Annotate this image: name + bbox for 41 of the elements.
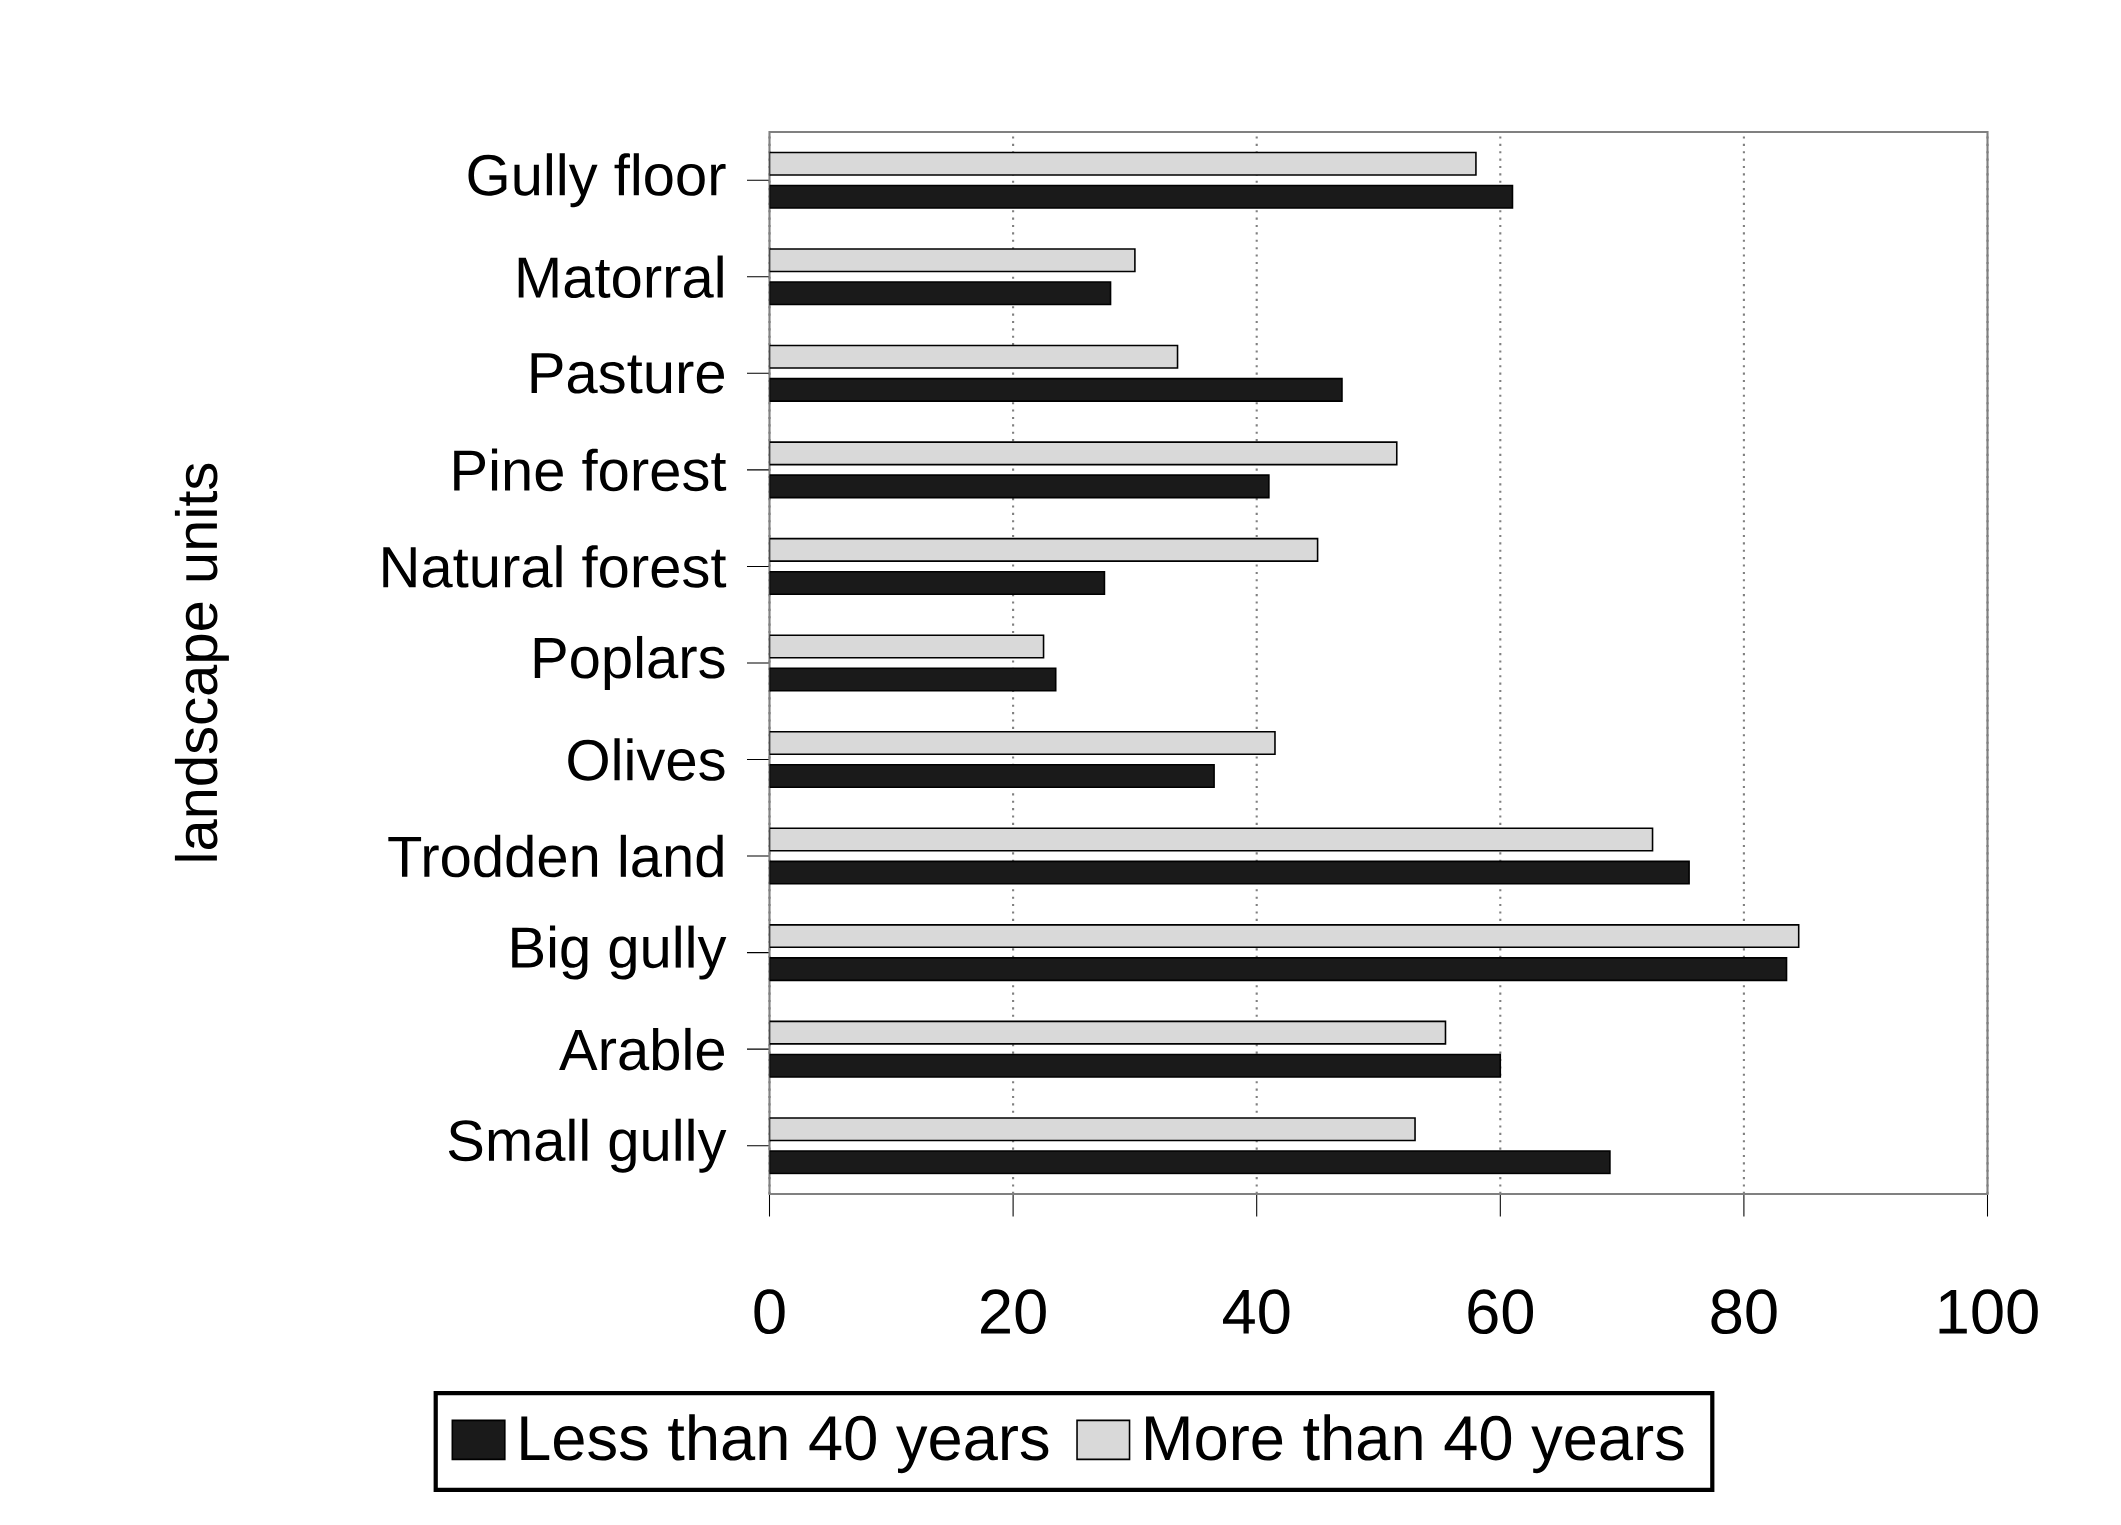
y-tick-label: Small gully — [448, 1118, 727, 1173]
y-tick-label: Gully floor — [468, 153, 726, 207]
bar — [769, 923, 1800, 948]
y-tick-label: Big gully — [512, 925, 727, 980]
bar — [769, 1116, 1416, 1141]
bar — [769, 344, 1179, 369]
y-tick-label: Olives — [568, 738, 725, 781]
bar — [769, 763, 1215, 788]
bar — [769, 1149, 1611, 1175]
x-tick-label: 0 — [754, 1289, 785, 1334]
x-tick-label: 80 — [1711, 1289, 1777, 1334]
bar — [769, 184, 1514, 209]
bar — [769, 827, 1654, 852]
y-tick-label: Arable — [559, 1027, 725, 1071]
bar — [769, 281, 1112, 306]
bar — [769, 1020, 1447, 1045]
bar — [769, 474, 1270, 499]
bar — [769, 1053, 1502, 1078]
bar — [769, 537, 1319, 562]
legend-label: Less than 40 years — [521, 1413, 1049, 1473]
y-tick-label: Poplars — [534, 635, 725, 690]
bar — [769, 441, 1398, 466]
y-tick-label: Pine forest — [454, 448, 727, 491]
y-tick-label: Pasture — [531, 352, 725, 394]
y-tick-label: Trodden land — [388, 834, 723, 878]
x-tick-label: 100 — [1939, 1289, 2038, 1334]
bar — [769, 247, 1136, 273]
y-tick-label: Matorral — [518, 255, 723, 298]
bar — [769, 956, 1788, 981]
bar — [769, 377, 1343, 402]
x-tick-label: 40 — [1223, 1289, 1290, 1334]
bar — [769, 860, 1690, 885]
y-axis-title: landscape units — [174, 463, 229, 861]
legend-label: More than 40 years — [1146, 1413, 1684, 1473]
y-tick-label: Natural forest — [383, 544, 727, 588]
bar — [769, 634, 1045, 659]
bar — [769, 151, 1477, 176]
x-tick-label: 60 — [1468, 1289, 1534, 1334]
bar — [769, 570, 1106, 595]
bar — [769, 667, 1057, 692]
x-tick-label: 20 — [981, 1289, 1046, 1334]
